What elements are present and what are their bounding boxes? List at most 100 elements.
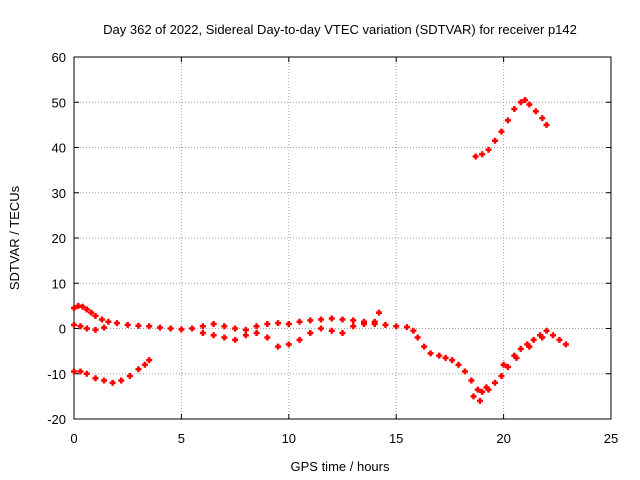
y-tick-label: 50 xyxy=(52,95,66,110)
data-point xyxy=(92,326,99,333)
data-point xyxy=(468,377,475,384)
data-point xyxy=(339,316,346,323)
data-point xyxy=(449,357,456,364)
data-point xyxy=(461,368,468,375)
y-tick-label: 40 xyxy=(52,141,66,156)
y-tick-label: 30 xyxy=(52,186,66,201)
data-point xyxy=(543,327,550,334)
data-point xyxy=(71,305,77,312)
y-tick-label: 20 xyxy=(52,231,66,246)
data-point xyxy=(101,377,108,384)
series-main-track xyxy=(71,302,569,395)
x-tick-label: 20 xyxy=(496,431,510,446)
data-point xyxy=(500,361,507,368)
data-point xyxy=(427,350,434,357)
data-point xyxy=(296,318,303,325)
data-point xyxy=(504,363,511,370)
data-point xyxy=(141,361,148,368)
data-point xyxy=(71,321,77,328)
data-point xyxy=(118,377,125,384)
x-axis-label: GPS time / hours xyxy=(291,459,390,474)
data-point xyxy=(253,323,260,330)
data-point xyxy=(483,384,490,391)
data-point xyxy=(83,325,90,332)
data-point xyxy=(562,341,569,348)
data-point xyxy=(71,368,77,375)
data-point xyxy=(146,357,153,364)
data-point xyxy=(532,108,539,115)
data-point xyxy=(522,96,529,103)
data-point xyxy=(105,318,112,325)
data-point xyxy=(472,153,479,160)
data-point xyxy=(77,323,84,330)
data-point xyxy=(318,325,325,332)
data-point xyxy=(189,325,196,332)
chart-title: Day 362 of 2022, Sidereal Day-to-day VTE… xyxy=(103,22,577,37)
data-point xyxy=(442,354,449,361)
data-point xyxy=(109,379,116,386)
data-point xyxy=(476,397,483,404)
data-point xyxy=(253,330,260,337)
data-point xyxy=(543,121,550,128)
data-point xyxy=(474,386,481,393)
data-points xyxy=(71,96,569,404)
data-point xyxy=(275,320,282,327)
data-point xyxy=(101,324,108,331)
data-point xyxy=(285,320,292,327)
data-point xyxy=(350,317,357,324)
data-point xyxy=(350,323,357,330)
data-point xyxy=(79,303,86,310)
data-point xyxy=(550,332,557,339)
data-point xyxy=(318,316,325,323)
x-tick-label: 0 xyxy=(70,431,77,446)
data-point xyxy=(517,345,524,352)
data-point xyxy=(470,393,477,400)
data-point xyxy=(307,330,314,337)
y-tick-label: 60 xyxy=(52,50,66,65)
data-point xyxy=(485,146,492,153)
x-axis-ticks: 0 5 10 15 20 25 xyxy=(70,57,618,446)
data-point xyxy=(498,128,505,135)
data-point xyxy=(530,336,537,343)
data-point xyxy=(242,326,249,333)
data-point xyxy=(232,325,239,332)
data-point xyxy=(539,334,546,341)
data-point xyxy=(371,318,378,325)
data-point xyxy=(307,317,314,324)
data-point xyxy=(492,137,499,144)
y-tick-label: 0 xyxy=(59,322,66,337)
data-point xyxy=(455,361,462,368)
data-point xyxy=(156,324,163,331)
data-point xyxy=(285,341,292,348)
data-point xyxy=(498,373,505,380)
grid-lines xyxy=(74,57,611,419)
x-tick-label: 5 xyxy=(178,431,185,446)
data-point xyxy=(275,343,282,350)
data-point xyxy=(382,321,389,328)
data-point xyxy=(376,309,383,316)
x-tick-label: 25 xyxy=(604,431,618,446)
data-point xyxy=(513,354,520,361)
data-point xyxy=(221,323,228,330)
data-point xyxy=(199,323,206,330)
data-point xyxy=(210,320,217,327)
series-low-track xyxy=(71,357,153,386)
data-point xyxy=(328,327,335,334)
data-point xyxy=(199,330,206,337)
data-point xyxy=(539,115,546,122)
data-point xyxy=(403,324,410,331)
data-point xyxy=(126,373,133,380)
data-point xyxy=(511,106,518,113)
y-tick-label: -10 xyxy=(47,367,66,382)
series-high-track xyxy=(472,96,550,160)
series-secondary-track xyxy=(71,309,546,404)
data-point xyxy=(360,320,367,327)
data-point xyxy=(92,312,99,319)
data-point xyxy=(264,334,271,341)
data-point xyxy=(526,343,533,350)
data-point xyxy=(436,352,443,359)
y-axis-ticks: -20 -10 0 10 20 30 40 50 60 xyxy=(47,50,611,427)
data-point xyxy=(210,332,217,339)
data-point xyxy=(556,336,563,343)
